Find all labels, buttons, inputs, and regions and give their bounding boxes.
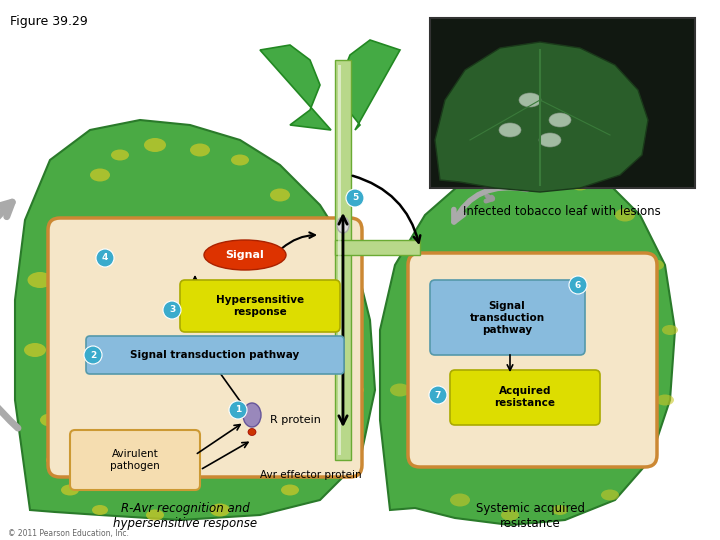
Ellipse shape xyxy=(499,123,521,137)
Ellipse shape xyxy=(320,443,340,456)
Polygon shape xyxy=(338,65,341,455)
Text: 2: 2 xyxy=(90,350,96,360)
Text: Signal
transduction
pathway: Signal transduction pathway xyxy=(469,301,544,335)
Ellipse shape xyxy=(111,150,129,160)
Ellipse shape xyxy=(61,484,79,496)
FancyBboxPatch shape xyxy=(180,280,340,332)
Ellipse shape xyxy=(552,505,568,515)
Polygon shape xyxy=(15,120,375,520)
Text: R-Avr recognition and
hypersensitive response: R-Avr recognition and hypersensitive res… xyxy=(113,502,257,530)
FancyBboxPatch shape xyxy=(86,336,344,374)
Ellipse shape xyxy=(248,429,256,435)
Ellipse shape xyxy=(346,384,364,395)
Ellipse shape xyxy=(539,133,561,147)
Text: 1: 1 xyxy=(235,406,241,415)
FancyBboxPatch shape xyxy=(70,430,200,490)
Text: Acquired
resistance: Acquired resistance xyxy=(495,386,556,408)
Ellipse shape xyxy=(46,454,64,466)
Ellipse shape xyxy=(615,208,635,221)
FancyBboxPatch shape xyxy=(450,370,600,425)
Ellipse shape xyxy=(92,505,108,515)
Ellipse shape xyxy=(635,454,655,467)
Text: 4: 4 xyxy=(102,253,108,262)
Ellipse shape xyxy=(24,343,46,357)
Ellipse shape xyxy=(146,510,164,521)
Ellipse shape xyxy=(519,93,541,107)
Text: Avirulent
pathogen: Avirulent pathogen xyxy=(110,449,160,471)
Text: Systemic acquired
resistance: Systemic acquired resistance xyxy=(475,502,585,530)
Ellipse shape xyxy=(144,138,166,152)
FancyBboxPatch shape xyxy=(408,253,657,467)
Text: Avr effector protein: Avr effector protein xyxy=(260,470,361,480)
Ellipse shape xyxy=(27,272,53,288)
Ellipse shape xyxy=(281,484,299,496)
Ellipse shape xyxy=(204,240,286,270)
Circle shape xyxy=(429,386,447,404)
Circle shape xyxy=(96,249,114,267)
FancyBboxPatch shape xyxy=(430,18,695,188)
Circle shape xyxy=(163,301,181,319)
Circle shape xyxy=(229,401,247,419)
Text: 3: 3 xyxy=(169,306,175,314)
Polygon shape xyxy=(335,60,351,460)
Ellipse shape xyxy=(571,179,589,191)
Text: 7: 7 xyxy=(435,390,441,400)
Ellipse shape xyxy=(210,503,230,516)
Text: 6: 6 xyxy=(575,280,581,289)
Polygon shape xyxy=(335,240,420,255)
Circle shape xyxy=(84,346,102,364)
Ellipse shape xyxy=(390,383,410,396)
FancyBboxPatch shape xyxy=(430,280,585,355)
FancyBboxPatch shape xyxy=(48,218,362,477)
Ellipse shape xyxy=(270,188,290,201)
Ellipse shape xyxy=(601,489,619,501)
Ellipse shape xyxy=(646,260,664,271)
Circle shape xyxy=(346,189,364,207)
Ellipse shape xyxy=(549,113,571,127)
Polygon shape xyxy=(340,40,400,130)
Circle shape xyxy=(569,276,587,294)
Ellipse shape xyxy=(501,510,519,521)
Ellipse shape xyxy=(243,403,261,427)
Text: Signal transduction pathway: Signal transduction pathway xyxy=(130,350,300,360)
Ellipse shape xyxy=(656,395,674,406)
Ellipse shape xyxy=(522,170,538,180)
Text: Hypersensitive
response: Hypersensitive response xyxy=(216,295,304,317)
Text: Signal: Signal xyxy=(225,250,264,260)
Ellipse shape xyxy=(190,144,210,157)
Ellipse shape xyxy=(662,325,678,335)
Polygon shape xyxy=(260,45,331,130)
Ellipse shape xyxy=(450,494,470,507)
Ellipse shape xyxy=(90,168,110,181)
Ellipse shape xyxy=(332,305,348,315)
Ellipse shape xyxy=(411,444,429,456)
Text: 5: 5 xyxy=(352,193,358,202)
Ellipse shape xyxy=(40,414,60,427)
Text: R protein: R protein xyxy=(270,415,321,425)
Text: Figure 39.29: Figure 39.29 xyxy=(10,15,88,28)
Ellipse shape xyxy=(231,154,249,165)
Ellipse shape xyxy=(337,217,349,233)
Text: © 2011 Pearson Education, Inc.: © 2011 Pearson Education, Inc. xyxy=(8,529,129,538)
Text: Infected tobacco leaf with lesions: Infected tobacco leaf with lesions xyxy=(463,205,661,218)
Polygon shape xyxy=(380,165,675,525)
Ellipse shape xyxy=(301,240,319,251)
Polygon shape xyxy=(435,42,648,192)
